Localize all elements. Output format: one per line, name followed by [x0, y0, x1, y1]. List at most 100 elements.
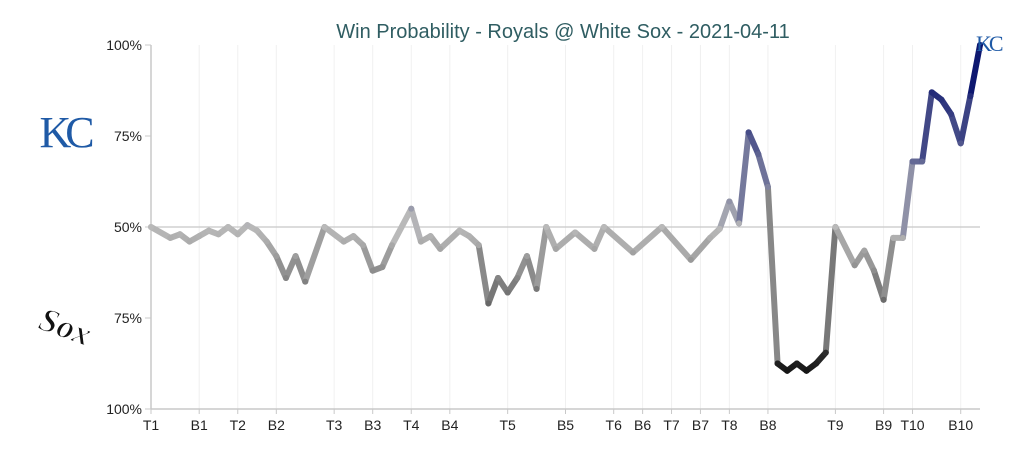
x-tick-label-t3: T3 — [326, 417, 343, 433]
data-point — [523, 253, 530, 260]
line-segment — [475, 242, 492, 307]
line-segment — [764, 183, 781, 367]
x-tick-label-t8: T8 — [721, 417, 738, 433]
data-point — [764, 183, 771, 190]
data-point — [369, 267, 376, 274]
data-point — [292, 253, 299, 260]
x-tick-label-t9: T9 — [827, 417, 844, 433]
data-point — [148, 224, 154, 230]
data-point — [186, 238, 193, 245]
data-point — [254, 227, 261, 234]
data-point — [919, 158, 926, 165]
data-point — [726, 198, 733, 205]
data-point — [466, 233, 473, 240]
data-point — [832, 224, 839, 230]
line-segment — [485, 274, 502, 307]
data-point — [485, 300, 492, 307]
white-sox-logo: Sox — [33, 300, 97, 354]
data-point — [716, 225, 723, 232]
data-point — [948, 111, 955, 118]
data-point — [813, 360, 820, 367]
data-point — [687, 256, 694, 263]
line-segment — [861, 247, 877, 274]
y-tick-label: 100% — [106, 401, 142, 417]
line-segment — [360, 242, 376, 274]
line-segment — [388, 205, 415, 249]
data-point — [514, 274, 521, 281]
data-point — [822, 349, 829, 356]
data-point — [803, 367, 810, 374]
line-segment — [302, 224, 328, 285]
data-point — [909, 158, 916, 165]
x-tick-label-b4: B4 — [441, 417, 458, 433]
line-segment — [967, 42, 983, 99]
royals-logo-text: KC — [39, 108, 92, 157]
data-point — [880, 296, 887, 303]
line-segment — [745, 129, 762, 158]
data-point — [601, 224, 608, 230]
x-tick-label-b6: B6 — [634, 417, 651, 433]
royals-logo: KC — [39, 108, 98, 157]
data-point — [707, 234, 714, 241]
data-point — [215, 231, 222, 238]
line-segment — [379, 242, 395, 271]
line-segment — [629, 224, 665, 256]
white-sox-logo-text: Sox — [34, 301, 96, 354]
line-segment — [321, 224, 347, 245]
data-point — [408, 205, 415, 212]
data-point — [263, 238, 270, 245]
line-segment — [957, 92, 974, 147]
line-segment — [408, 205, 424, 245]
data-point — [629, 249, 636, 256]
data-point — [543, 224, 550, 230]
y-tick-label: 75% — [114, 310, 142, 326]
data-point — [302, 278, 309, 285]
line-segment — [572, 229, 598, 252]
data-point — [967, 92, 974, 99]
data-point — [388, 242, 395, 249]
line-segment — [832, 224, 858, 269]
data-point — [379, 264, 386, 271]
data-point — [350, 233, 357, 240]
win-probability-line — [148, 42, 983, 374]
y-tick-label: 100% — [106, 37, 142, 53]
x-tick-label-b3: B3 — [364, 417, 381, 433]
data-point — [504, 289, 511, 296]
x-tick-label-b10: B10 — [948, 417, 973, 433]
data-point — [870, 267, 877, 274]
line-segment — [755, 151, 771, 190]
data-point — [899, 234, 906, 241]
data-point — [774, 360, 781, 367]
data-point — [495, 274, 502, 281]
x-tick-label-b5: B5 — [557, 417, 574, 433]
data-point — [755, 151, 762, 158]
data-point — [427, 233, 434, 240]
x-tick-label-t4: T4 — [403, 417, 420, 433]
data-point — [196, 233, 203, 240]
data-point — [591, 245, 598, 252]
line-segment — [437, 227, 463, 252]
data-point — [957, 140, 964, 147]
data-point — [784, 367, 791, 374]
data-point — [977, 42, 983, 48]
x-tick-label-b8: B8 — [759, 417, 776, 433]
data-point — [890, 234, 897, 241]
line-segment — [148, 224, 174, 241]
x-tick-label-b9: B9 — [875, 417, 892, 433]
line-segment — [601, 224, 636, 256]
data-point — [234, 231, 241, 238]
line-segment — [543, 224, 559, 252]
x-tick-label-t7: T7 — [663, 417, 680, 433]
data-point — [437, 245, 444, 252]
data-point — [736, 220, 743, 227]
data-point — [552, 245, 559, 252]
line-segment — [552, 229, 579, 252]
data-point — [475, 242, 482, 249]
line-segment — [716, 198, 733, 232]
data-point — [360, 242, 367, 249]
x-tick-label-b2: B2 — [268, 417, 285, 433]
royals-end-marker: KC — [976, 31, 1003, 56]
line-segment — [687, 234, 714, 263]
x-tick-label-b7: B7 — [692, 417, 709, 433]
